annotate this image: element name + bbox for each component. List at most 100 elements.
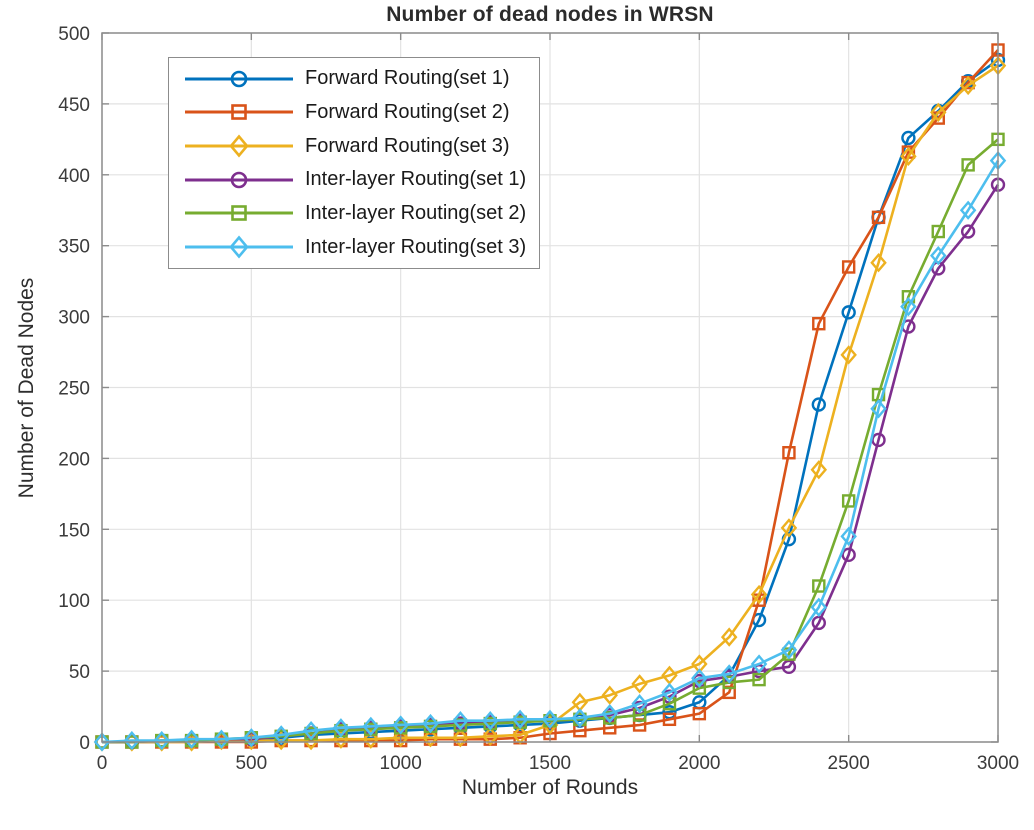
data-marker-diamond — [691, 668, 708, 688]
data-marker-square — [961, 158, 975, 172]
data-marker-diamond — [900, 146, 917, 167]
legend-sample-diamond-icon — [185, 235, 293, 259]
chart-title: Number of dead nodes in WRSN — [386, 3, 714, 26]
x-tick-label: 1000 — [380, 753, 422, 774]
data-marker-diamond — [840, 526, 857, 547]
data-marker-diamond — [213, 729, 230, 749]
x-tick-label: 1500 — [529, 753, 571, 774]
data-marker-square — [931, 224, 945, 239]
legend-item-5: Inter-layer Routing(set 2) — [181, 197, 539, 229]
data-marker-circle — [901, 130, 916, 146]
data-marker-square — [692, 706, 707, 721]
data-marker-diamond — [750, 584, 768, 605]
y-tick-label: 200 — [58, 449, 90, 470]
data-marker-diamond — [870, 253, 887, 273]
data-marker-square — [692, 681, 707, 695]
y-tick-label: 500 — [58, 24, 90, 45]
data-marker-diamond — [392, 728, 409, 748]
data-marker-diamond — [123, 730, 141, 751]
x-axis-label: Number of Rounds — [461, 776, 639, 799]
legend-box: Forward Routing(set 1) Forward Routing(se… — [168, 57, 540, 269]
data-marker-square — [782, 446, 796, 460]
data-marker-diamond — [780, 640, 798, 660]
data-marker-diamond — [362, 716, 380, 737]
data-marker-diamond — [930, 245, 947, 266]
data-marker-square — [722, 675, 736, 690]
data-marker-diamond — [840, 345, 857, 365]
legend-label: Inter-layer Routing(set 2) — [305, 201, 527, 224]
data-marker-square — [662, 712, 677, 727]
data-marker-circle — [960, 224, 976, 239]
data-marker-diamond — [392, 715, 409, 735]
y-tick-label: 350 — [58, 237, 90, 258]
data-marker-diamond — [720, 664, 738, 684]
legend-sample-square-icon — [185, 205, 293, 222]
y-tick-label: 300 — [58, 308, 90, 329]
y-tick-label: 450 — [58, 95, 90, 116]
data-marker-diamond — [959, 200, 977, 220]
data-marker-diamond — [930, 102, 947, 123]
data-marker-diamond — [750, 654, 768, 674]
x-tick-label: 500 — [235, 753, 267, 774]
data-marker-diamond — [452, 711, 469, 731]
legend-label: Forward Routing(set 1) — [305, 67, 510, 90]
data-marker-diamond — [511, 709, 529, 729]
legend-item-6: Inter-layer Routing(set 3) — [181, 231, 539, 263]
data-marker-square — [841, 494, 856, 508]
data-marker-diamond — [780, 518, 798, 538]
data-marker-diamond — [959, 75, 977, 96]
data-marker-diamond — [661, 682, 678, 703]
y-tick-label: 400 — [58, 166, 90, 187]
legend-sample-square-icon — [185, 104, 293, 121]
data-marker-circle — [841, 547, 856, 563]
y-tick-label: 50 — [69, 662, 90, 683]
y-tick-label: 100 — [58, 591, 90, 612]
x-tick-label: 3000 — [977, 753, 1019, 774]
data-marker-diamond — [900, 297, 917, 317]
data-marker-square — [812, 316, 826, 331]
y-axis-label: Number of Dead Nodes — [15, 277, 38, 499]
data-marker-diamond — [183, 729, 200, 749]
data-marker-diamond — [362, 729, 380, 749]
data-marker-diamond — [601, 703, 618, 724]
legend-sample-diamond-icon — [185, 134, 293, 158]
data-marker-square — [812, 579, 826, 593]
data-marker-diamond — [541, 709, 559, 729]
legend-label: Inter-layer Routing(set 1) — [305, 168, 527, 191]
data-marker-square — [871, 210, 886, 225]
y-tick-label: 150 — [58, 520, 90, 541]
data-marker-diamond — [93, 732, 111, 752]
legend-label: Forward Routing(set 3) — [305, 134, 510, 157]
data-marker-diamond — [153, 730, 170, 751]
data-marker-square — [752, 672, 766, 687]
data-marker-diamond — [243, 728, 260, 748]
data-marker-circle — [811, 397, 826, 412]
x-tick-label: 2000 — [678, 753, 720, 774]
y-tick-label: 250 — [58, 379, 90, 400]
data-marker-diamond — [422, 728, 439, 748]
legend-item-1: Forward Routing(set 1) — [181, 63, 539, 95]
data-marker-diamond — [422, 713, 439, 734]
data-marker-diamond — [482, 711, 499, 731]
data-marker-diamond — [631, 694, 648, 714]
legend-item-3: Forward Routing(set 3) — [181, 130, 539, 162]
x-tick-label: 2500 — [828, 753, 870, 774]
data-marker-diamond — [720, 627, 738, 647]
data-marker-diamond — [332, 718, 350, 738]
data-marker-diamond — [452, 728, 469, 748]
legend-item-4: Inter-layer Routing(set 1) — [181, 164, 539, 196]
data-marker-diamond — [571, 708, 589, 728]
legend-sample-circle-icon — [185, 171, 293, 189]
legend-sample-circle-icon — [185, 70, 293, 88]
data-marker-diamond — [810, 597, 828, 617]
data-marker-diamond — [631, 674, 648, 694]
data-marker-diamond — [601, 685, 618, 705]
x-tick-label: 0 — [97, 753, 108, 774]
data-marker-square — [632, 708, 647, 722]
data-marker-square — [662, 696, 677, 711]
data-marker-diamond — [870, 399, 887, 419]
data-marker-diamond — [810, 460, 828, 480]
data-marker-diamond — [302, 720, 320, 741]
